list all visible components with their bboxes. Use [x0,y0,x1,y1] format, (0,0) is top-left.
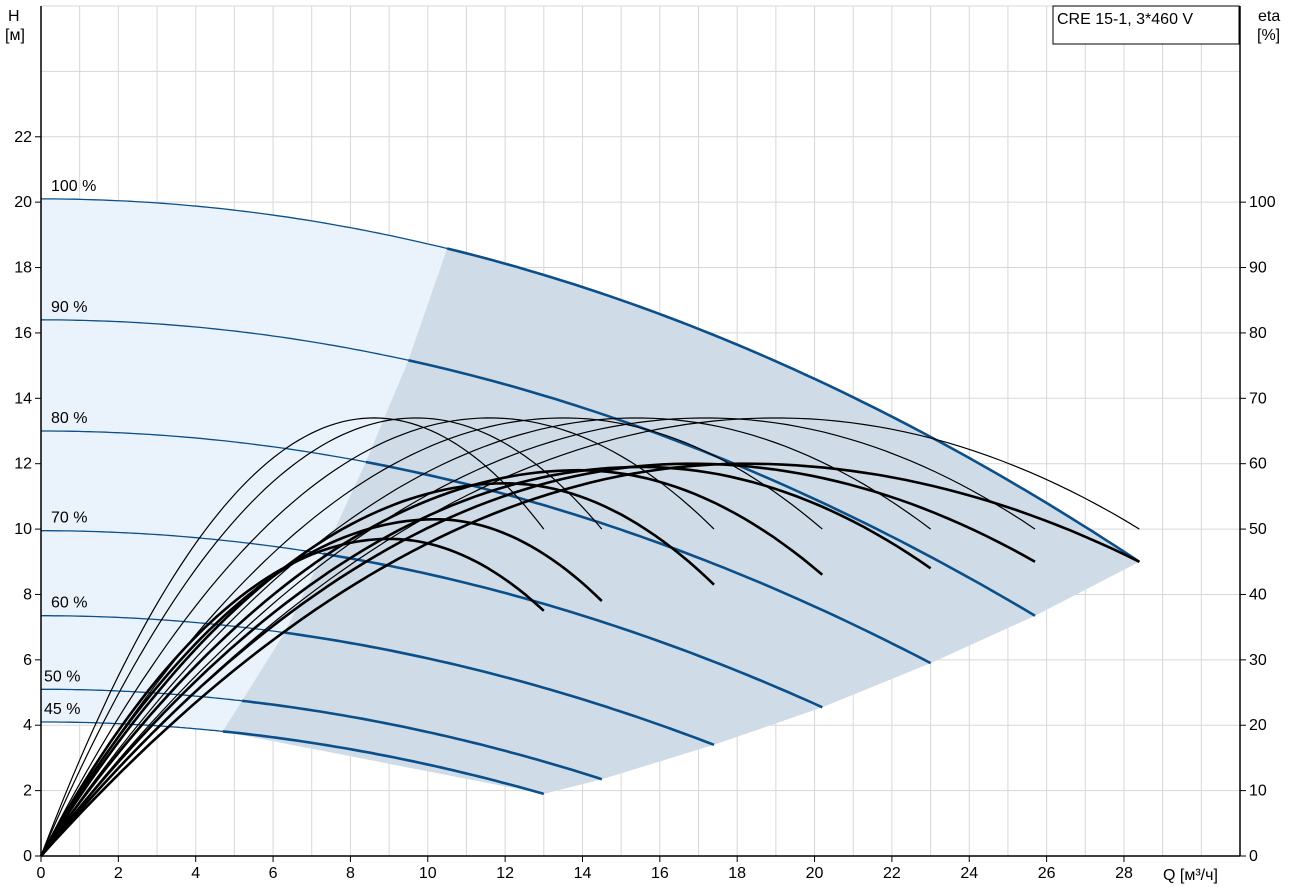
head-curve-bold [241,699,603,781]
y-right-tick-label: 90 [1249,260,1267,277]
speed-label: 45 % [44,701,80,718]
y-left-tick-label: 0 [23,848,32,865]
efficiency-curve-thin [40,417,545,857]
y-axis-left-unit: [м] [5,27,25,44]
speed-label: 50 % [44,668,80,685]
x-tick-label: 14 [574,865,592,882]
efficiency-curve-thin [40,417,931,857]
x-tick-label: 28 [1115,865,1133,882]
x-tick-label: 10 [419,865,437,882]
y-axis-left-title: H [8,8,20,25]
efficiency-curve-bold [39,465,932,857]
head-curve-bold [323,552,823,709]
y-right-tick-label: 0 [1249,848,1258,865]
x-tick-label: 0 [37,865,46,882]
operating-regions [41,198,1140,794]
speed-label: 80 % [51,410,87,427]
speed-label: 70 % [51,510,87,527]
x-tick-label: 26 [1038,865,1056,882]
efficiency-curve-bold [39,468,824,857]
y-left-tick-label: 8 [23,586,32,603]
x-tick-label: 20 [806,865,824,882]
efficiency-curve-thin [40,417,1036,857]
chart-title: CRE 15-1, 3*460 V [1057,11,1193,28]
head-curve-thin [41,530,324,555]
region-dark [222,248,1140,794]
x-tick-label: 4 [191,865,200,882]
axes [35,6,1246,862]
efficiency-curve-thin [40,417,715,857]
head-curve-thin [41,615,285,634]
efficiency-curve-bold [39,518,603,857]
efficiency-curve-bold [40,462,1140,857]
y-left-tick-label: 4 [23,717,32,734]
y-left-tick-label: 12 [14,456,32,473]
y-left-tick-label: 10 [14,521,32,538]
x-tick-label: 6 [269,865,278,882]
y-right-tick-label: 80 [1249,325,1267,342]
y-axis-right-unit: [%] [1257,27,1280,44]
legend-box: CRE 15-1, 3*460 V [1052,5,1240,45]
x-tick-label: 24 [960,865,978,882]
y-left-tick-label: 14 [14,390,32,407]
head-curve-thin [41,688,243,702]
y-right-tick-label: 10 [1249,783,1267,800]
x-tick-label: 16 [651,865,669,882]
x-tick-label: 22 [883,865,901,882]
y-left-tick-label: 2 [23,783,32,800]
y-right-tick-label: 50 [1249,521,1267,538]
y-right-tick-label: 30 [1249,652,1267,669]
head-curve-bold [284,631,715,747]
y-left-tick-label: 6 [23,652,32,669]
labels: 100 %90 %80 %70 %60 %50 %45 %0 2 4 6 8 10 12 14… [14,129,1276,882]
speed-label: 100 % [51,178,96,195]
y-left-tick-label: 20 [14,194,32,211]
x-tick-label: 12 [496,865,514,882]
y-right-tick-label: 70 [1249,390,1267,407]
y-right-tick-label: 40 [1249,586,1267,603]
x-tick-label: 2 [114,865,123,882]
y-axis-right-title: eta [1258,8,1280,25]
efficiency-curve-bold [39,537,545,857]
head-curve-thin [40,319,409,361]
efficiency-curve-bold [39,481,715,857]
y-left-tick-label: 16 [14,325,32,342]
x-tick-label: 8 [346,865,355,882]
speed-label: 90 % [51,299,87,316]
speed-label: 60 % [51,595,87,612]
efficiency-curves [39,417,1140,857]
y-right-tick-label: 100 [1249,194,1276,211]
head-curve-thin [41,198,448,250]
x-tick-label: 18 [728,865,746,882]
y-left-tick-label: 18 [14,260,32,277]
y-right-tick-label: 20 [1249,717,1267,734]
y-left-tick-label: 22 [14,129,32,146]
efficiency-curve-thin [40,417,603,857]
head-curve-bold [222,730,545,796]
y-right-tick-label: 60 [1249,456,1267,473]
head-curve-bold [365,460,932,665]
head-curve-bold [446,247,1141,563]
head-curve-bold [408,359,1036,617]
x-axis-title: Q [м³/ч] [1163,867,1218,884]
